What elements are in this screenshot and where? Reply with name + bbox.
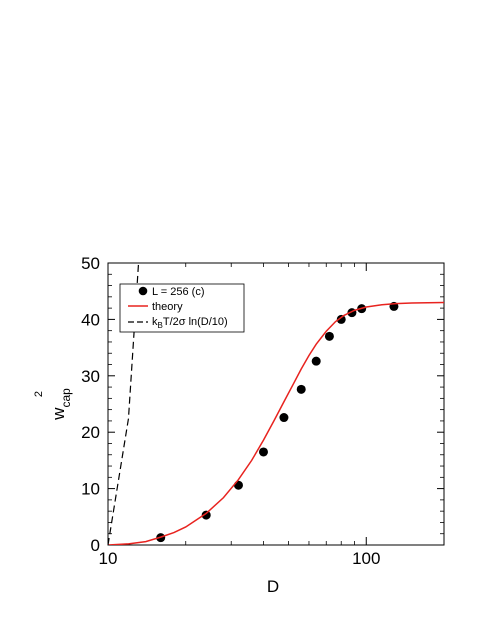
data-point: [258, 447, 268, 457]
data-point: [311, 356, 321, 366]
data-point: [201, 510, 211, 520]
theory-line: [108, 301, 444, 545]
y-axis-label-sub: cap: [59, 388, 73, 408]
x-tick-label: 10: [99, 549, 118, 568]
legend-label-asymptote: kBT/2σ ln(D/10): [152, 316, 228, 330]
legend: L = 256 (c) theory kBT/2σ ln(D/10): [119, 283, 245, 333]
y-axis: 0 10 20 30 40 50: [81, 254, 444, 555]
plot-frame: [107, 262, 445, 546]
y-tick-label: 0: [91, 536, 100, 555]
plot-area: [107, 262, 445, 546]
legend-label-theory: theory: [152, 301, 183, 313]
x-axis-label: D: [267, 577, 279, 596]
y-axis-label: wcap 2: [33, 388, 73, 421]
data-point: [279, 413, 289, 423]
y-axis-label-sup: 2: [33, 391, 45, 397]
legend-marker-points: [138, 286, 148, 296]
legend-label-points: L = 256 (c): [152, 286, 204, 298]
svg-text:wcap: wcap: [49, 388, 73, 421]
y-tick-label: 40: [81, 310, 100, 329]
y-tick-label: 50: [81, 254, 100, 273]
y-tick-label: 30: [81, 367, 100, 386]
data-point: [296, 384, 306, 394]
y-axis-label-base: w: [49, 407, 68, 421]
data-point: [233, 480, 243, 490]
data-point: [324, 331, 334, 341]
y-tick-label: 20: [81, 423, 100, 442]
x-tick-label: 100: [352, 549, 380, 568]
data-point: [336, 314, 346, 324]
y-tick-label: 10: [81, 480, 100, 499]
x-axis: 10 100: [99, 263, 445, 568]
